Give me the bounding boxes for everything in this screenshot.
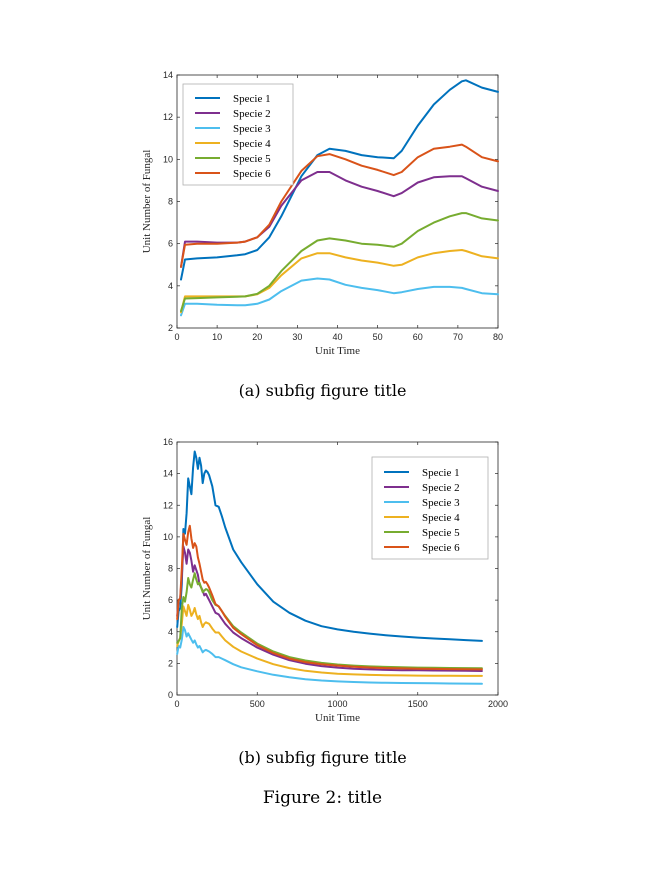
- legend: Specie 1 Specie 2 Specie 3 Specie 4 Specie 5…: [371, 456, 489, 560]
- series-line-3: [180, 277, 499, 317]
- legend-label-1: Specie 1: [422, 467, 460, 479]
- series-line-3: [176, 626, 483, 685]
- y-tick-label: 0: [168, 690, 173, 700]
- y-tick-label: 8: [168, 197, 173, 207]
- x-tick-label: 0: [174, 699, 179, 709]
- legend-label-4: Specie 4: [422, 512, 460, 524]
- y-tick-label: 14: [163, 469, 173, 479]
- legend-label-5: Specie 5: [422, 527, 460, 539]
- series-line-5: [180, 212, 499, 313]
- subfig-a-caption: (a) subfig figure title: [238, 381, 407, 400]
- x-tick-label: 20: [252, 332, 262, 342]
- series-line-5: [176, 572, 483, 670]
- y-tick-label: 2: [168, 323, 173, 333]
- y-tick-label: 12: [163, 500, 173, 510]
- series-line-1: [180, 79, 499, 281]
- y-tick-label: 2: [168, 658, 173, 668]
- y-axis-label: Unit Number of Fungal: [141, 150, 153, 254]
- y-tick-label: 10: [163, 154, 173, 164]
- series-line-6: [180, 143, 499, 268]
- legend-box: [182, 83, 294, 186]
- y-tick-label: 6: [168, 239, 173, 249]
- x-tick-label: 30: [292, 332, 302, 342]
- y-tick-label: 10: [163, 532, 173, 542]
- x-tick-label: 60: [413, 332, 423, 342]
- x-axis-label: Unit Time: [315, 712, 360, 724]
- y-tick-label: 4: [168, 627, 173, 637]
- y-tick-label: 12: [163, 112, 173, 122]
- series-line-4: [180, 249, 499, 314]
- y-tick-label: 16: [163, 437, 173, 447]
- series-line-4: [176, 603, 483, 677]
- series-line-2: [180, 171, 499, 268]
- legend-label-2: Specie 2: [233, 108, 271, 120]
- x-tick-label: 1500: [408, 699, 428, 709]
- x-tick-label: 70: [453, 332, 463, 342]
- figure-caption: Figure 2: title: [262, 788, 383, 808]
- legend-label-3: Specie 3: [233, 123, 271, 135]
- series-line-2: [176, 545, 483, 672]
- legend-label-5: Specie 5: [233, 153, 271, 165]
- y-tick-label: 14: [163, 70, 173, 80]
- chart-a: 0 10 20 30 40 50 60 70 80 2 4 6 8 10 12 14 Unit Time Unit…: [141, 70, 503, 357]
- x-tick-label: 40: [332, 332, 342, 342]
- y-axis-label: Unit Number of Fungal: [141, 517, 153, 621]
- x-axis-label: Unit Time: [315, 345, 360, 357]
- x-tick-label: 10: [212, 332, 222, 342]
- x-tick-label: 1000: [327, 699, 347, 709]
- legend-box: [371, 456, 489, 560]
- legend-label-1: Specie 1: [233, 93, 271, 105]
- y-tick-label: 8: [168, 564, 173, 574]
- series-line-6: [176, 524, 483, 671]
- legend-label-3: Specie 3: [422, 497, 460, 509]
- x-tick-label: 0: [174, 332, 179, 342]
- legend-label-6: Specie 6: [422, 542, 460, 554]
- x-tick-label: 2000: [488, 699, 508, 709]
- x-tick-label: 80: [493, 332, 503, 342]
- x-tick-label: 50: [373, 332, 383, 342]
- legend: Specie 1 Specie 2 Specie 3 Specie 4 Specie 5…: [182, 83, 294, 186]
- subfig-b-caption: (b) subfig figure title: [238, 748, 407, 767]
- y-tick-label: 6: [168, 595, 173, 605]
- chart-b: 0 500 1000 1500 2000 0 2 4 6 8 10 12 14 16 Unit Time Un…: [141, 437, 508, 724]
- x-tick-label: 500: [250, 699, 265, 709]
- legend-label-2: Specie 2: [422, 482, 460, 494]
- y-tick-label: 4: [168, 281, 173, 291]
- legend-label-6: Specie 6: [233, 168, 271, 180]
- legend-label-4: Specie 4: [233, 138, 271, 150]
- series-line-1: [176, 450, 483, 642]
